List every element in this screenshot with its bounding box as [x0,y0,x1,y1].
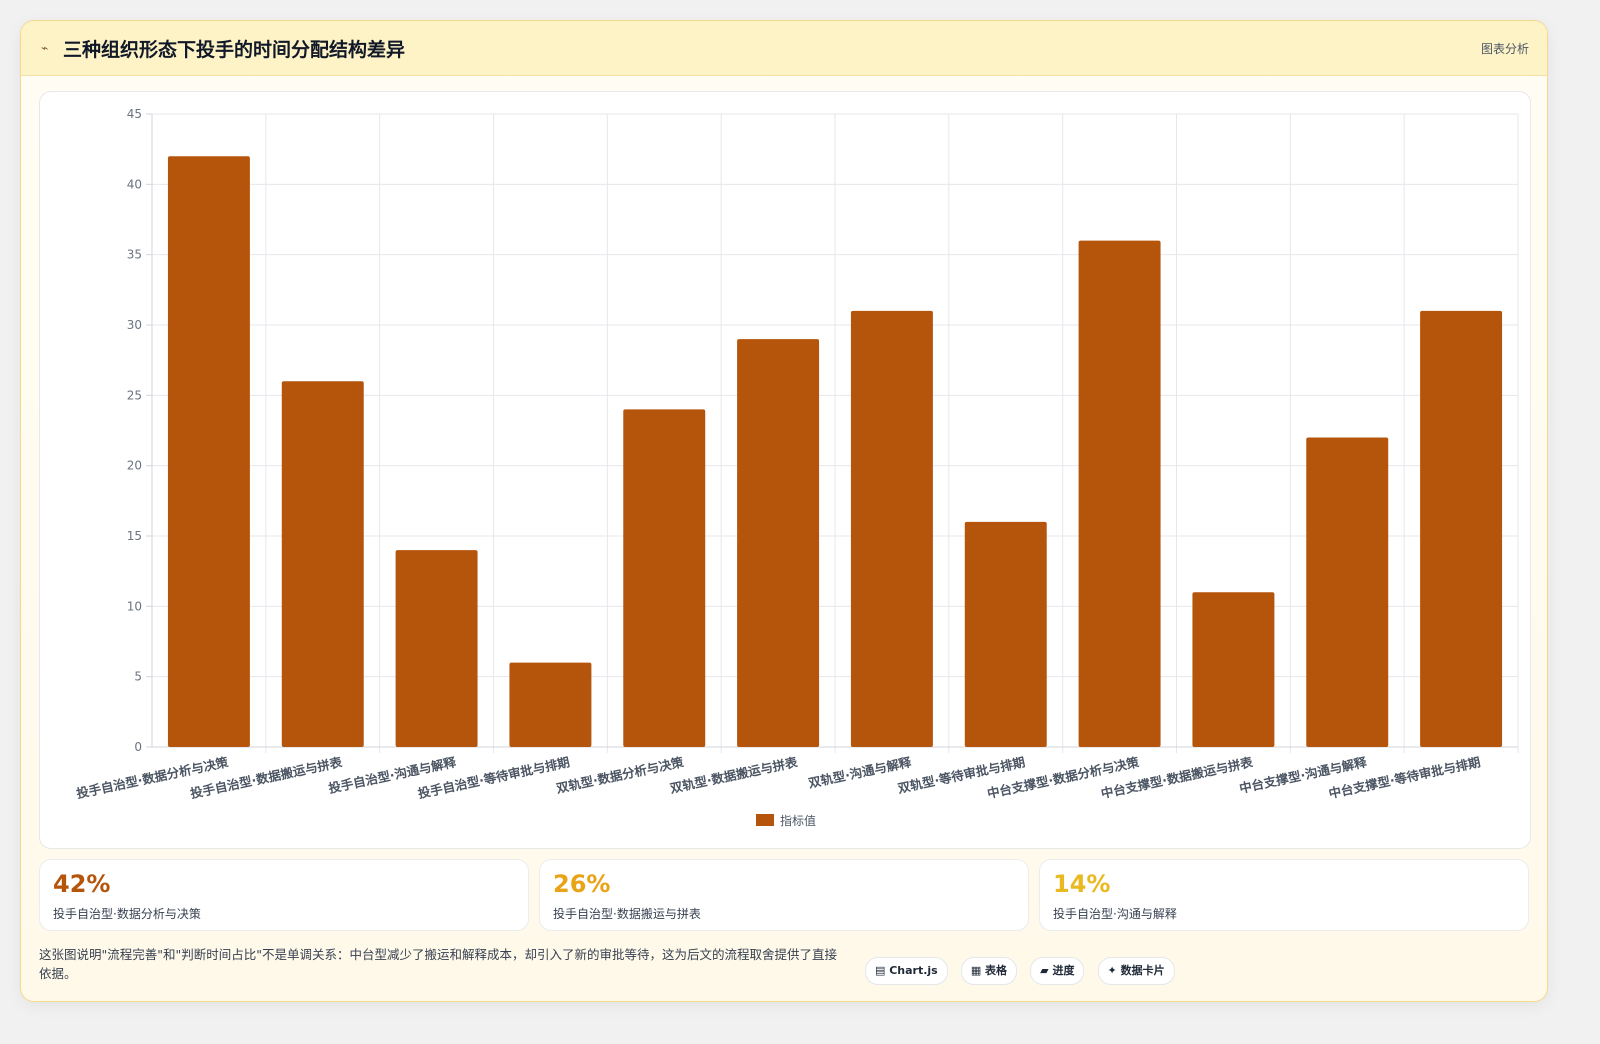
chart-analysis-tag: 图表分析 [1480,42,1529,56]
chart-note: 这张图说明"流程完善"和"判断时间占比"不是单调关系：中台型减少了搬运和解释成本… [39,947,838,981]
y-tick-label: 35 [127,248,142,262]
chart-panel: ⌁ 三种组织形态下投手的时间分配结构差异 图表分析 0 5 10 15 20 25 30 35… [20,20,1548,1002]
bar [1078,240,1161,747]
chart-icon: ⌁ [41,41,49,55]
stat-card: 42% 投手自治型·数据分析与决策 [39,859,529,931]
stat-label: 投手自治型·数据分析与决策 [53,907,201,921]
stat-value: 14% [1053,870,1111,898]
legend-label: 指标值 [780,813,816,828]
panel-title: 三种组织形态下投手的时间分配结构差异 [63,39,406,61]
bar [1192,592,1275,747]
x-tick-label: 双轨型·数据分析与决策 [554,754,685,796]
tag-progress[interactable]: ▰ 进度 [1030,957,1085,985]
x-tick-label: 双轨型·数据搬运与拼表 [668,754,799,796]
tag-data-card[interactable]: ✦ 数据卡片 [1097,957,1175,985]
y-tick-label: 10 [127,599,142,613]
stat-card: 26% 投手自治型·数据搬运与拼表 [539,859,1029,931]
y-tick-label: 25 [127,388,142,402]
stat-card: 14% 投手自治型·沟通与解释 [1039,859,1529,931]
bar [395,550,478,747]
panel-header: ⌁ 三种组织形态下投手的时间分配结构差异 图表分析 [21,21,1547,76]
y-tick-label: 40 [127,177,142,191]
tag-list: ▤ Chart.js ▦ 表格 ▰ 进度 ✦ 数据卡片 [865,957,1183,985]
bar [623,409,706,747]
bar [509,662,592,747]
y-tick-label: 45 [127,107,142,121]
bar-chart: 051015202530354045投手自治型·数据分析与决策投手自治型·数据搬… [75,107,1519,828]
tag-table[interactable]: ▦ 表格 [960,957,1018,985]
bar [1306,437,1389,747]
bar [737,339,820,747]
bar [167,156,250,747]
stat-value: 42% [53,870,111,898]
bar [1420,310,1503,747]
y-tick-label: 15 [127,529,142,543]
stat-label: 投手自治型·数据搬运与拼表 [553,907,701,921]
tag-chartjs[interactable]: ▤ Chart.js [865,957,948,985]
y-tick-label: 5 [134,670,142,684]
chart-card: 0 5 10 15 20 25 30 35 40 45 投手自治型·数据分析与决策 投手自治型·数据搬… [39,91,1531,849]
stat-label: 投手自治型·沟通与解释 [1053,907,1177,921]
y-tick-label: 0 [134,740,142,754]
bar [850,310,933,747]
y-tick-label: 30 [127,318,142,332]
stat-cards: 42% 投手自治型·数据分析与决策 26% 投手自治型·数据搬运与拼表 14% … [39,859,1529,931]
bar [281,381,364,747]
bar [964,521,1047,747]
legend-swatch [756,814,774,826]
y-tick-label: 20 [127,459,142,473]
stat-value: 26% [553,870,611,898]
